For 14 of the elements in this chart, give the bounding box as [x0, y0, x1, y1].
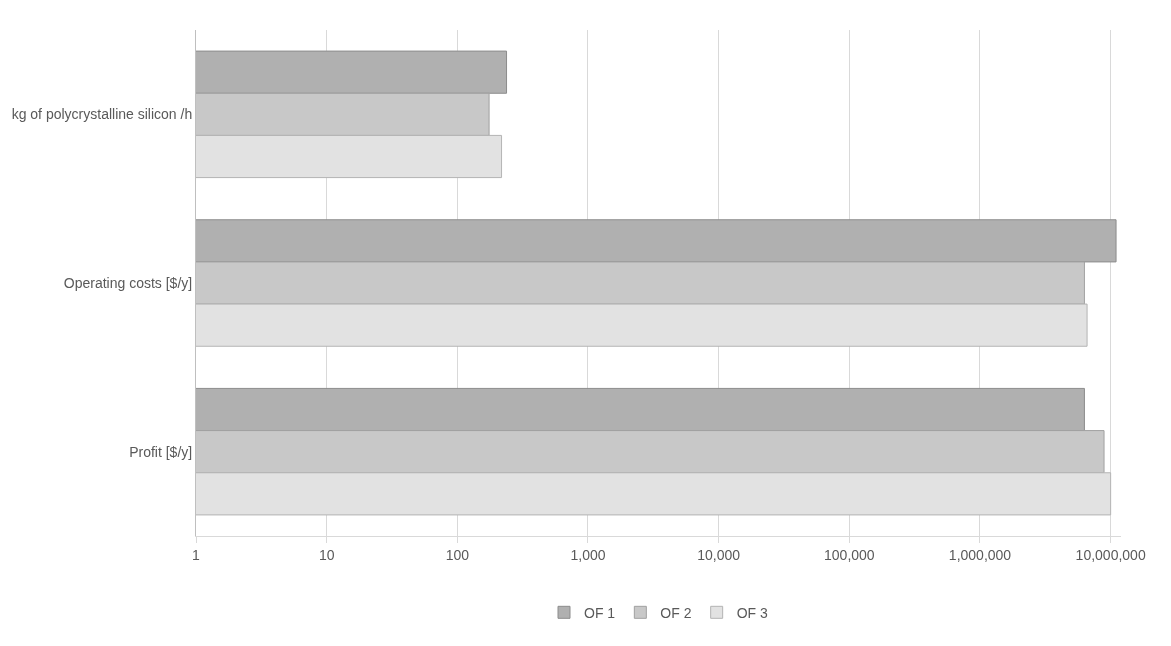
x-tick-label: 1,000,000 — [948, 546, 1012, 563]
x-tick-label: 10,000,000 — [1075, 546, 1146, 563]
x-tick-label: 1 — [192, 546, 201, 563]
x-tick-label: 10 — [318, 546, 335, 563]
x-tick-label: 100 — [445, 546, 470, 563]
x-tick-label: 1,000 — [570, 546, 606, 563]
legend-label: OF 1 — [584, 604, 616, 621]
legend-label: OF 3 — [736, 604, 768, 621]
y-tick-label: Profit [$/y] — [129, 443, 193, 460]
legend-label: OF 2 — [660, 604, 692, 621]
y-tick-label: Operating costs [$/y] — [63, 274, 193, 291]
y-tick-label: kg of polycrystalline silicon /h — [11, 106, 193, 123]
x-tick-label: 100,000 — [824, 546, 875, 563]
x-tick-label: 10,000 — [697, 546, 741, 563]
